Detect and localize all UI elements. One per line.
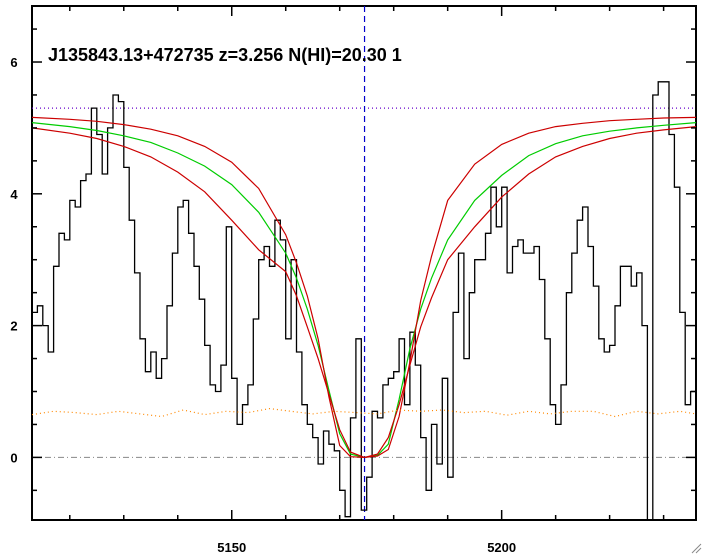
series-observed-flux bbox=[32, 81, 696, 520]
plot-frame-layer bbox=[31, 5, 697, 521]
y-tick-label: 6 bbox=[10, 55, 17, 70]
y-tick-label: 2 bbox=[10, 319, 17, 334]
y-tick-label: 4 bbox=[10, 187, 18, 202]
series-voigt-lower-bound bbox=[32, 126, 696, 459]
reference-lines-layer bbox=[32, 6, 696, 520]
chart-title: J135843.13+472735 z=3.256 N(HI)=20.30 1 bbox=[48, 45, 402, 65]
resize-grip-icon[interactable] bbox=[690, 542, 702, 554]
plot-frame bbox=[31, 5, 697, 521]
series-layer bbox=[32, 81, 696, 520]
x-tick-label: 5150 bbox=[217, 540, 246, 555]
ticks-layer: 5150 5200 0 2 4 6 bbox=[10, 6, 696, 555]
y-tick-label: 0 bbox=[10, 450, 17, 465]
series-flux-error bbox=[32, 407, 696, 418]
x-tick-label: 5200 bbox=[487, 540, 516, 555]
